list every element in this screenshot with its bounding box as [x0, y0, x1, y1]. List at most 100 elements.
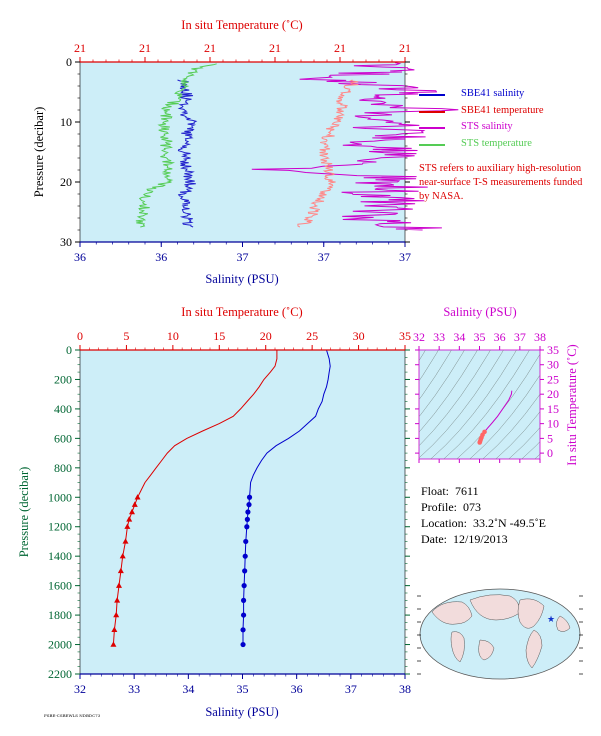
legend-swatch — [419, 110, 445, 113]
temperature-marker — [122, 538, 129, 544]
main-temperature-axis-title: In situ Temperature (˚C) — [181, 305, 302, 319]
main-sal-tick-label: 34 — [182, 682, 194, 696]
main-pressure-tick-label: 1200 — [48, 520, 72, 534]
main-sal-tick-label: 36 — [291, 682, 303, 696]
map-continents — [431, 594, 571, 669]
date-label: Date: — [421, 532, 447, 546]
ts-sal-tick-label: 38 — [534, 330, 546, 344]
main-temp-tick-label: 20 — [260, 329, 272, 343]
world-map: ★ — [417, 588, 583, 680]
top-plot-axes: 21 21 21 21 21 21 36 36 37 37 37 0 10 20 30 — [60, 41, 411, 264]
ts-sal-tick-label: 36 — [494, 330, 506, 344]
main-pressure-tick-label: 200 — [54, 372, 72, 386]
main-series-line-temperature — [112, 350, 278, 645]
salinity-marker — [240, 641, 246, 648]
legend-label: SBE41 salinity — [461, 88, 525, 99]
salinity-marker — [244, 524, 250, 530]
top-series-line-sts-salinity — [251, 62, 459, 231]
main-temp-tick-label: 0 — [77, 329, 83, 343]
date-value: 12/19/2013 — [453, 532, 508, 546]
temperature-marker — [110, 641, 117, 647]
temperature-marker — [131, 501, 138, 507]
density-contour — [534, 453, 540, 459]
location-value: 33.2˚N -49.5˚E — [472, 516, 546, 530]
top-temp-tick-label: 21 — [269, 41, 281, 55]
profile-value: 073 — [463, 500, 481, 514]
main-pressure-tick-label: 2000 — [48, 638, 72, 652]
ts-series — [477, 390, 513, 445]
location-label: Location: — [421, 516, 467, 530]
profile-label: Profile: — [421, 500, 457, 514]
salinity-marker — [242, 568, 248, 574]
legend-swatch — [419, 143, 445, 146]
main-pressure-tick-label: 1000 — [48, 490, 72, 504]
top-sal-tick-label: 36 — [155, 250, 167, 264]
main-temp-tick-label: 10 — [167, 329, 179, 343]
float-row: Float: 7611 — [421, 483, 546, 499]
salinity-marker — [245, 509, 251, 515]
main-sal-tick-label: 35 — [237, 682, 249, 696]
float-value: 7611 — [455, 484, 479, 498]
legend-swatch — [419, 94, 445, 96]
main-plot-series — [110, 349, 331, 648]
main-pressure-tick-label: 400 — [54, 402, 72, 416]
ts-temp-tick-label: 5 — [547, 431, 553, 445]
main-salinity-axis-title: Salinity (PSU) — [205, 705, 278, 719]
density-contour — [419, 350, 478, 433]
top-sal-tick-label: 37 — [399, 250, 411, 264]
top-sal-tick-label: 36 — [74, 250, 86, 264]
top-series-line-sts-temperature — [135, 63, 217, 228]
temperature-marker — [119, 552, 126, 559]
map-ticks — [417, 595, 583, 675]
main-temp-tick-label: 35 — [399, 329, 411, 343]
legend-label: SBE41 temperature — [461, 104, 544, 116]
temperature-marker — [114, 597, 121, 603]
top-plot: 21 21 21 21 21 21 36 36 37 37 37 0 10 20 30 In situ Te… — [32, 18, 459, 286]
map-float-marker: ★ — [547, 614, 555, 624]
temperature-marker — [129, 508, 135, 515]
top-sal-tick-label: 37 — [237, 250, 249, 264]
main-pressure-axis-title: Pressure (decibar) — [17, 467, 31, 558]
main-pressure-tick-label: 1400 — [48, 549, 72, 563]
legend-label: STS temperature — [461, 137, 532, 149]
figure-id-tag: FSBE-CSBEWLS NDBDC73 — [44, 713, 101, 718]
density-contour — [419, 350, 504, 459]
main-temp-tick-label: 15 — [213, 329, 225, 343]
ts-temp-tick-label: 20 — [547, 387, 559, 401]
float-info: Float: 7611 Profile: 073 Location: 33.2˚… — [421, 483, 546, 547]
temperature-marker — [117, 567, 124, 574]
ts-temp-tick-label: 10 — [547, 417, 559, 431]
top-temp-tick-label: 21 — [139, 41, 151, 55]
salinity-marker — [242, 553, 248, 559]
salinity-marker — [240, 612, 247, 618]
float-label: Float: — [421, 484, 450, 498]
main-sal-tick-label: 33 — [128, 682, 140, 696]
main-series-line-salinity — [242, 349, 331, 645]
sts-note: STS refers to auxiliary high-resolution … — [419, 163, 583, 202]
ts-sal-tick-label: 35 — [474, 330, 486, 344]
top-series-line-sbe41-salinity — [177, 79, 198, 228]
temperature-marker — [116, 582, 122, 588]
main-pressure-tick-label: 0 — [66, 343, 72, 357]
ts-sal-tick-label: 34 — [453, 330, 465, 344]
ts-temperature-axis-title: In situ Temperature (˚C) — [565, 344, 579, 465]
top-temp-tick-label: 21 — [74, 41, 86, 55]
density-contour — [469, 374, 540, 459]
density-contour — [419, 350, 426, 362]
main-sal-tick-label: 32 — [74, 682, 86, 696]
density-contour — [495, 411, 540, 459]
main-pressure-tick-label: 2200 — [48, 667, 72, 681]
top-temp-tick-label: 21 — [399, 41, 411, 55]
top-temperature-axis-title: In situ Temperature (˚C) — [181, 18, 302, 32]
main-pressure-tick-label: 1600 — [48, 579, 72, 593]
main-temp-tick-label: 30 — [353, 329, 365, 343]
main-sal-tick-label: 37 — [345, 682, 357, 696]
top-plot-series — [135, 62, 459, 231]
legend-swatch — [419, 127, 445, 129]
density-contour — [508, 427, 540, 459]
density-contour — [419, 350, 491, 447]
density-contour — [482, 393, 540, 459]
main-sal-tick-label: 38 — [399, 682, 411, 696]
